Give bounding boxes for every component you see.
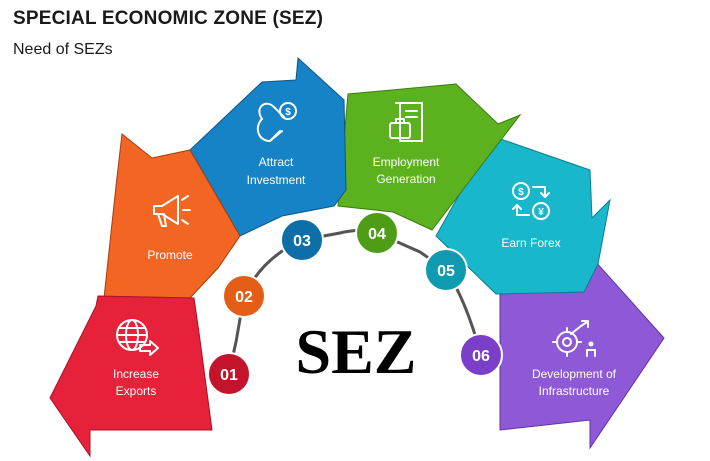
step-marker-03-number: 03 [293,233,311,250]
step-marker-05-circle [424,248,468,292]
page-title: SPECIAL ECONOMIC ZONE (SEZ) [13,8,324,29]
step-marker-03-circle [280,218,324,262]
step-marker-05-number: 05 [437,263,455,280]
currency-exchange-icon: $ ¥ [512,182,550,220]
svg-text:¥: ¥ [538,207,544,218]
step-marker-02-number: 02 [235,289,253,306]
segment-03-label-line-1: Attract [259,155,294,169]
segment-04-label-line-2: Generation [376,172,435,186]
segment-05-label: Earn Forex [501,236,560,250]
segment-02-shape [103,133,241,299]
step-marker-01: 01 [207,352,251,396]
segment-04-shape [337,83,522,231]
segment-03-attract-investment: $ Attract Investment [189,56,347,237]
center-label: SEZ [296,316,417,387]
segment-01-label-line-2: Exports [116,384,157,398]
step-marker-03: 03 [280,218,324,262]
gear-growth-icon [552,320,596,357]
step-marker-04-circle [355,211,399,255]
step-marker-06-circle [459,333,503,377]
segment-04-employment-generation: Employment Generation [337,83,522,231]
step-marker-02-circle [222,274,266,318]
segment-01-increase-exports: Increase Exports [49,295,213,458]
megaphone-icon [153,195,191,227]
step-marker-01-number: 01 [220,367,238,384]
segment-01-label-line-1: Increase [113,367,159,381]
segment-02-label: Promote [147,248,193,262]
svg-text:$: $ [285,107,291,118]
segment-06-label-line-2: Infrastructure [539,384,610,398]
svg-text:$: $ [518,187,524,198]
magnet-dollar-icon: $ [256,102,297,142]
segment-05-earn-forex: $ ¥ Earn Forex [435,135,611,295]
segment-04-label-line-1: Employment [373,155,440,169]
step-marker-04-number: 04 [368,226,386,243]
segment-03-label-line-2: Investment [247,173,306,187]
segment-02-promote: Promote [103,133,241,299]
step-marker-02: 02 [222,274,266,318]
step-marker-01-circle [207,352,251,396]
step-marker-05: 05 [424,248,468,292]
segment-06-label-line-1: Development of [532,367,617,381]
step-marker-06-number: 06 [472,348,490,365]
step-marker-04: 04 [355,211,399,255]
page-subtitle: Need of SEZs [13,41,113,58]
briefcase-document-icon [389,102,423,142]
step-marker-06: 06 [459,333,503,377]
globe-arrow-icon [116,319,159,356]
segment-01-shape [49,295,213,458]
segment-03-shape [189,56,347,237]
